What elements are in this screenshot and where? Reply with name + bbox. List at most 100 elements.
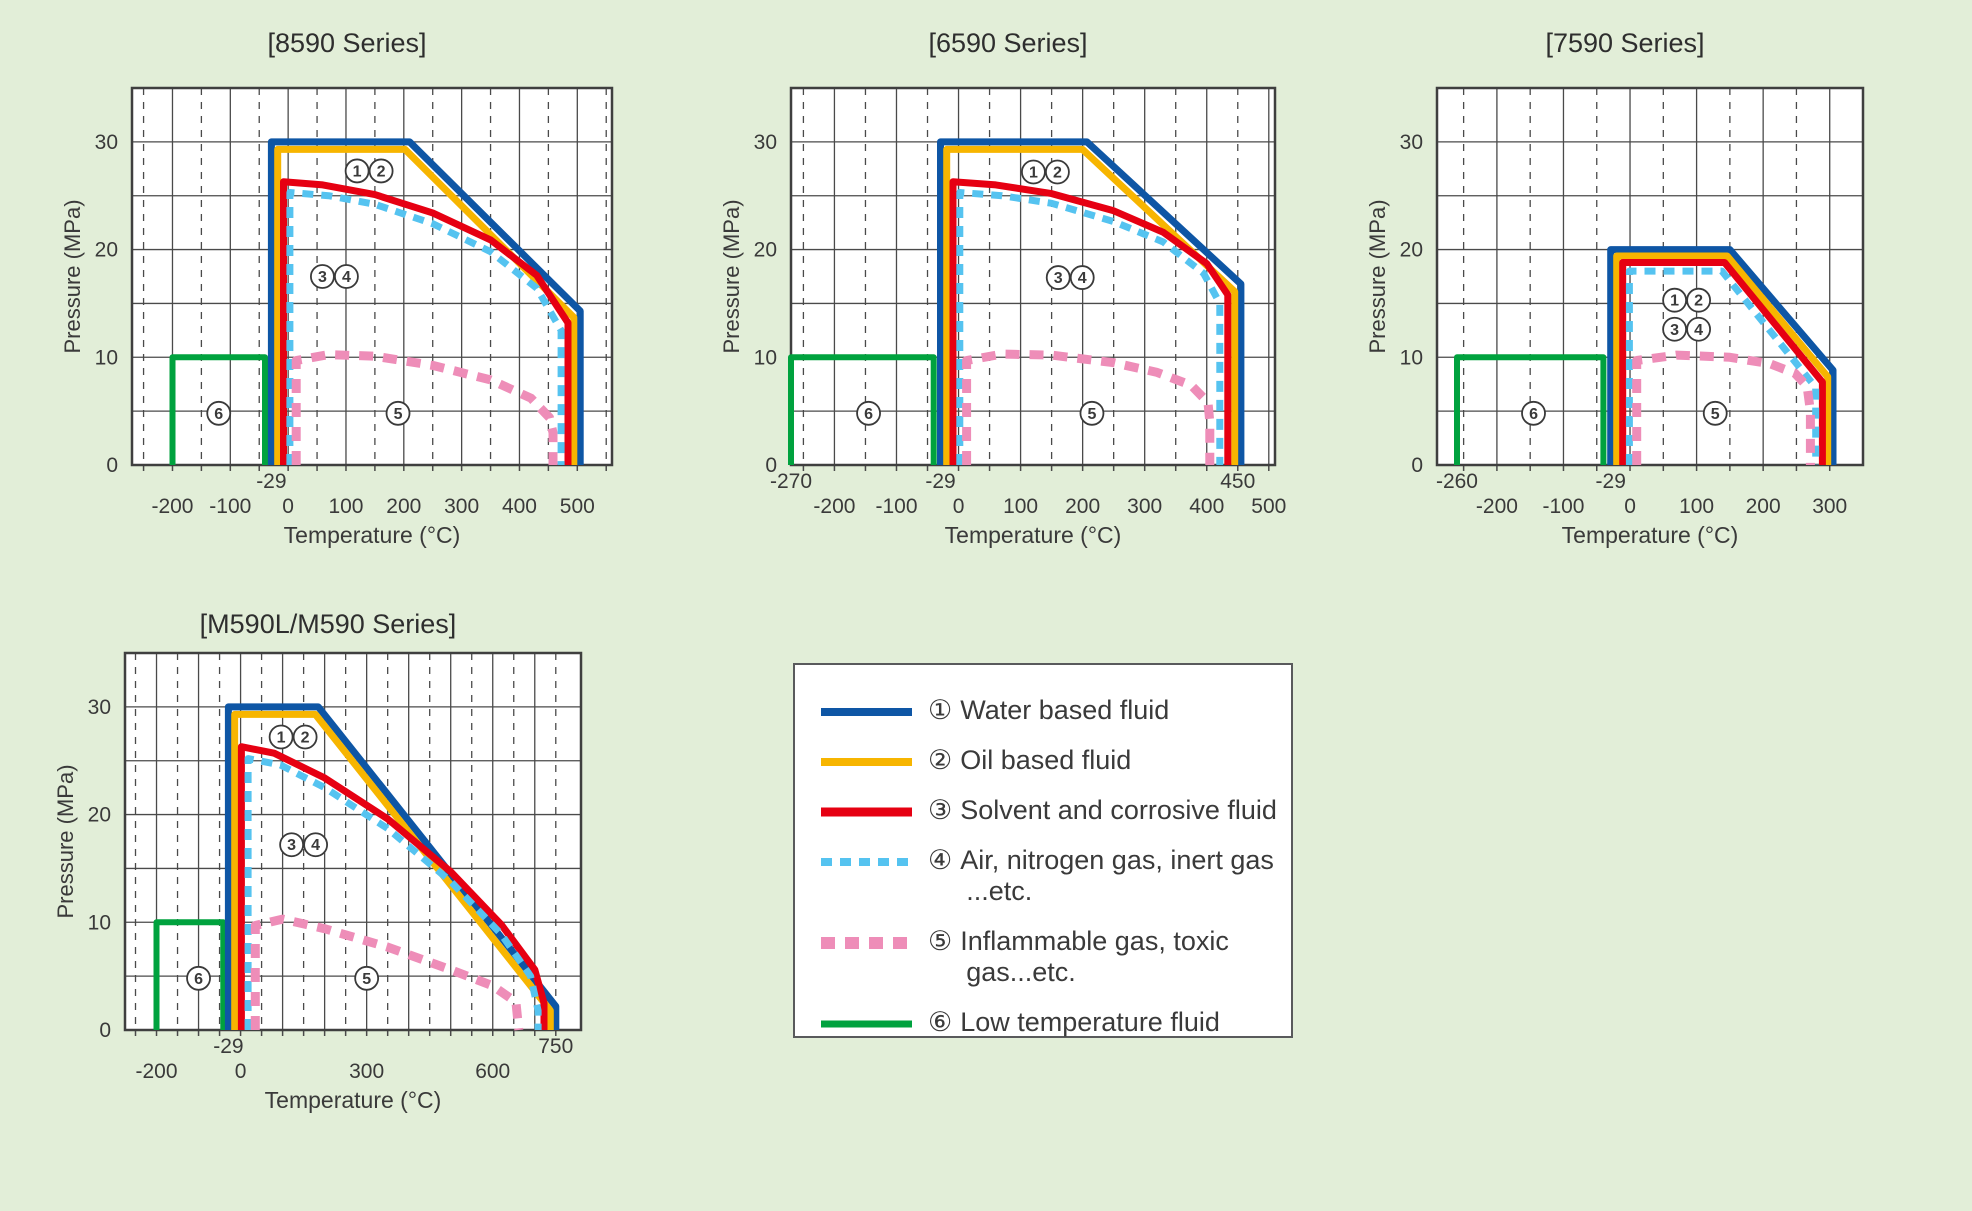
svg-text:10: 10 [95, 346, 118, 369]
svg-text:-100: -100 [209, 495, 251, 518]
legend-item-label: Air, nitrogen gas, inert gas [960, 845, 1274, 876]
svg-text:Temperature (°C): Temperature (°C) [1562, 522, 1739, 548]
legend-item-number: ③ [928, 795, 953, 826]
legend-item: ① Water based fluid [819, 695, 1281, 726]
svg-text:-100: -100 [1542, 495, 1584, 518]
legend-item: ③ Solvent and corrosive fluid [819, 795, 1281, 826]
svg-text:5: 5 [1711, 406, 1720, 423]
svg-text:Temperature (°C): Temperature (°C) [265, 1087, 442, 1113]
legend-item-label: Inflammable gas, toxic [960, 926, 1229, 957]
svg-text:200: 200 [1065, 495, 1100, 518]
svg-text:500: 500 [1251, 495, 1286, 518]
svg-text:450: 450 [1220, 470, 1255, 493]
legend-item-label: Oil based fluid [960, 745, 1132, 776]
legend-item-label: Solvent and corrosive fluid [960, 795, 1277, 826]
legend-item: ④ Air, nitrogen gas, inert gas ...etc. [819, 845, 1281, 907]
svg-text:-200: -200 [1476, 495, 1518, 518]
svg-text:Pressure (MPa): Pressure (MPa) [1365, 199, 1390, 353]
svg-text:20: 20 [1400, 239, 1423, 262]
svg-text:[8590 Series]: [8590 Series] [267, 28, 426, 58]
svg-text:6: 6 [1529, 406, 1538, 423]
svg-text:300: 300 [349, 1060, 384, 1083]
legend-item: ② Oil based fluid [819, 745, 1281, 776]
svg-text:1: 1 [1029, 165, 1038, 182]
svg-text:500: 500 [560, 495, 595, 518]
svg-text:100: 100 [328, 495, 363, 518]
svg-text:300: 300 [1127, 495, 1162, 518]
svg-text:0: 0 [282, 495, 294, 518]
svg-text:0: 0 [1411, 454, 1423, 477]
svg-text:3: 3 [1670, 322, 1679, 339]
legend-item-label-cont: gas...etc. [966, 957, 1076, 988]
svg-text:0: 0 [106, 454, 118, 477]
svg-text:Temperature (°C): Temperature (°C) [945, 522, 1122, 548]
svg-text:10: 10 [88, 911, 111, 934]
svg-text:400: 400 [1189, 495, 1224, 518]
svg-text:300: 300 [1812, 495, 1847, 518]
legend-item: ⑥ Low temperature fluid [819, 1007, 1281, 1038]
svg-text:20: 20 [95, 239, 118, 262]
svg-text:[M590L/M590 Series]: [M590L/M590 Series] [200, 609, 457, 639]
legend-item: ⑤ Inflammable gas, toxic gas...etc. [819, 926, 1281, 988]
legend-line-sample [821, 807, 912, 817]
svg-text:30: 30 [754, 131, 777, 154]
svg-text:-200: -200 [151, 495, 193, 518]
svg-text:Temperature (°C): Temperature (°C) [284, 522, 461, 548]
svg-text:-29: -29 [213, 1035, 243, 1058]
svg-text:6: 6 [864, 406, 873, 423]
svg-text:-200: -200 [136, 1060, 178, 1083]
svg-text:2: 2 [1053, 165, 1062, 182]
svg-text:0: 0 [1624, 495, 1636, 518]
legend-item-number: ④ [928, 845, 953, 876]
svg-text:10: 10 [754, 346, 777, 369]
svg-text:Pressure (MPa): Pressure (MPa) [53, 764, 78, 918]
svg-text:100: 100 [1003, 495, 1038, 518]
legend-item-number: ① [928, 695, 953, 725]
svg-text:[7590 Series]: [7590 Series] [1545, 28, 1704, 58]
svg-text:20: 20 [754, 239, 777, 262]
legend-line-sample [821, 758, 912, 767]
svg-text:4: 4 [342, 269, 351, 286]
svg-text:4: 4 [1078, 270, 1087, 287]
svg-text:0: 0 [99, 1019, 111, 1042]
svg-text:1: 1 [1670, 293, 1679, 310]
svg-text:1: 1 [277, 730, 286, 747]
svg-text:-29: -29 [925, 470, 955, 493]
svg-text:-260: -260 [1436, 470, 1478, 493]
legend-box: ① Water based fluid ② Oil based fluid ③ … [793, 663, 1293, 1038]
legend-line-sample [821, 858, 912, 867]
svg-text:200: 200 [386, 495, 421, 518]
legend-line-sample [821, 937, 912, 950]
svg-text:1: 1 [353, 163, 362, 180]
svg-text:3: 3 [287, 837, 296, 854]
svg-text:Pressure (MPa): Pressure (MPa) [60, 199, 85, 353]
svg-text:2: 2 [377, 163, 386, 180]
svg-text:4: 4 [1694, 322, 1703, 339]
svg-text:5: 5 [394, 406, 403, 423]
svg-text:0: 0 [953, 495, 965, 518]
svg-text:2: 2 [301, 730, 310, 747]
svg-text:750: 750 [538, 1035, 573, 1058]
svg-text:6: 6 [194, 971, 203, 988]
svg-text:5: 5 [362, 971, 371, 988]
legend-item-label-cont: ...etc. [966, 876, 1033, 907]
svg-text:30: 30 [95, 131, 118, 154]
svg-text:6: 6 [214, 406, 223, 423]
legend-item-label: Low temperature fluid [960, 1007, 1220, 1038]
svg-text:20: 20 [88, 804, 111, 827]
legend-item-label: Water based fluid [960, 695, 1170, 725]
legend-line-sample [821, 1020, 912, 1028]
svg-text:4: 4 [311, 837, 320, 854]
legend-item-number: ⑥ [928, 1007, 953, 1038]
svg-text:30: 30 [1400, 131, 1423, 154]
chart-7590-series: 1 23 4 5 6 0 10 20 30 Pressure (MPa) -200 -100 0 100 2… [1365, 28, 1865, 548]
svg-text:5: 5 [1087, 406, 1096, 423]
svg-text:300: 300 [444, 495, 479, 518]
svg-text:-100: -100 [875, 495, 917, 518]
svg-text:10: 10 [1400, 346, 1423, 369]
svg-text:200: 200 [1746, 495, 1781, 518]
svg-text:0: 0 [235, 1060, 247, 1083]
legend-line-sample [821, 708, 912, 716]
